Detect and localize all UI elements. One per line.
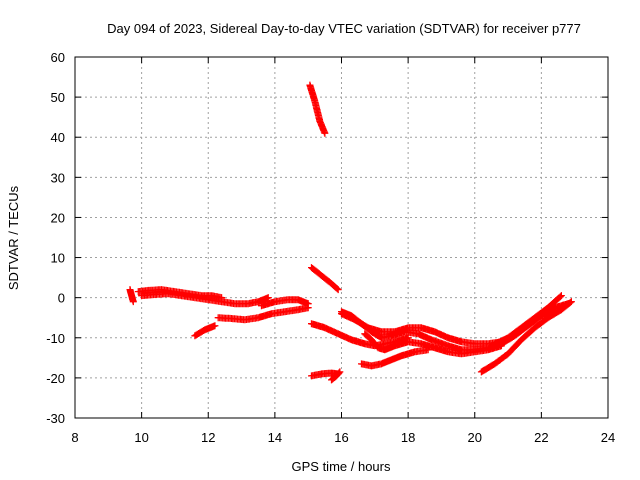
y-tick-label: 10: [51, 251, 65, 266]
data-point-markers: [338, 308, 492, 354]
x-tick-label: 22: [534, 430, 548, 445]
y-tick-label: 30: [51, 170, 65, 185]
grid: [75, 57, 608, 418]
data-point-markers: [328, 368, 344, 384]
x-tick-label: 14: [268, 430, 282, 445]
data-track: [306, 81, 329, 137]
data-point-markers: [358, 346, 432, 370]
data-point-markers: [487, 292, 565, 350]
data-points: [126, 81, 575, 384]
data-track: [328, 368, 344, 384]
data-point-markers: [191, 322, 219, 340]
y-tick-label: -20: [46, 371, 65, 386]
axis-ticks: 8 10 12 14 16 18 20 22 24 -30 -20 -10 0 10 20 30 40 50 60: [46, 50, 615, 445]
y-tick-label: 40: [51, 130, 65, 145]
y-tick-label: 50: [51, 90, 65, 105]
data-track: [338, 308, 492, 354]
data-track: [497, 300, 572, 348]
y-tick-label: 60: [51, 50, 65, 65]
x-tick-label: 24: [601, 430, 615, 445]
data-track: [191, 322, 219, 340]
data-point-markers: [258, 296, 312, 310]
x-tick-label: 10: [134, 430, 148, 445]
x-tick-label: 18: [401, 430, 415, 445]
data-track: [308, 264, 342, 294]
data-track: [361, 330, 505, 358]
data-point-markers: [126, 286, 137, 306]
x-tick-label: 20: [468, 430, 482, 445]
data-point-markers: [477, 298, 575, 376]
data-track: [477, 298, 575, 376]
data-point-markers: [138, 290, 272, 308]
y-tick-label: 0: [58, 291, 65, 306]
data-track: [138, 290, 272, 308]
x-tick-label: 12: [201, 430, 215, 445]
chart-title: Day 094 of 2023, Sidereal Day-to-day VTE…: [107, 21, 581, 36]
data-point-markers: [308, 264, 342, 294]
x-tick-label: 8: [71, 430, 78, 445]
data-track: [214, 304, 312, 324]
data-track: [126, 286, 137, 306]
data-track: [487, 292, 565, 350]
y-tick-label: 20: [51, 210, 65, 225]
data-point-markers: [214, 304, 312, 324]
data-point-markers: [497, 300, 572, 348]
y-axis-label: SDTVAR / TECUs: [6, 185, 21, 290]
data-point-markers: [306, 81, 329, 137]
x-axis-label: GPS time / hours: [292, 459, 391, 474]
y-tick-label: -10: [46, 331, 65, 346]
x-tick-label: 16: [334, 430, 348, 445]
y-tick-label: -30: [46, 411, 65, 426]
data-track: [258, 296, 312, 310]
data-track: [358, 346, 432, 370]
data-point-markers: [361, 330, 505, 358]
